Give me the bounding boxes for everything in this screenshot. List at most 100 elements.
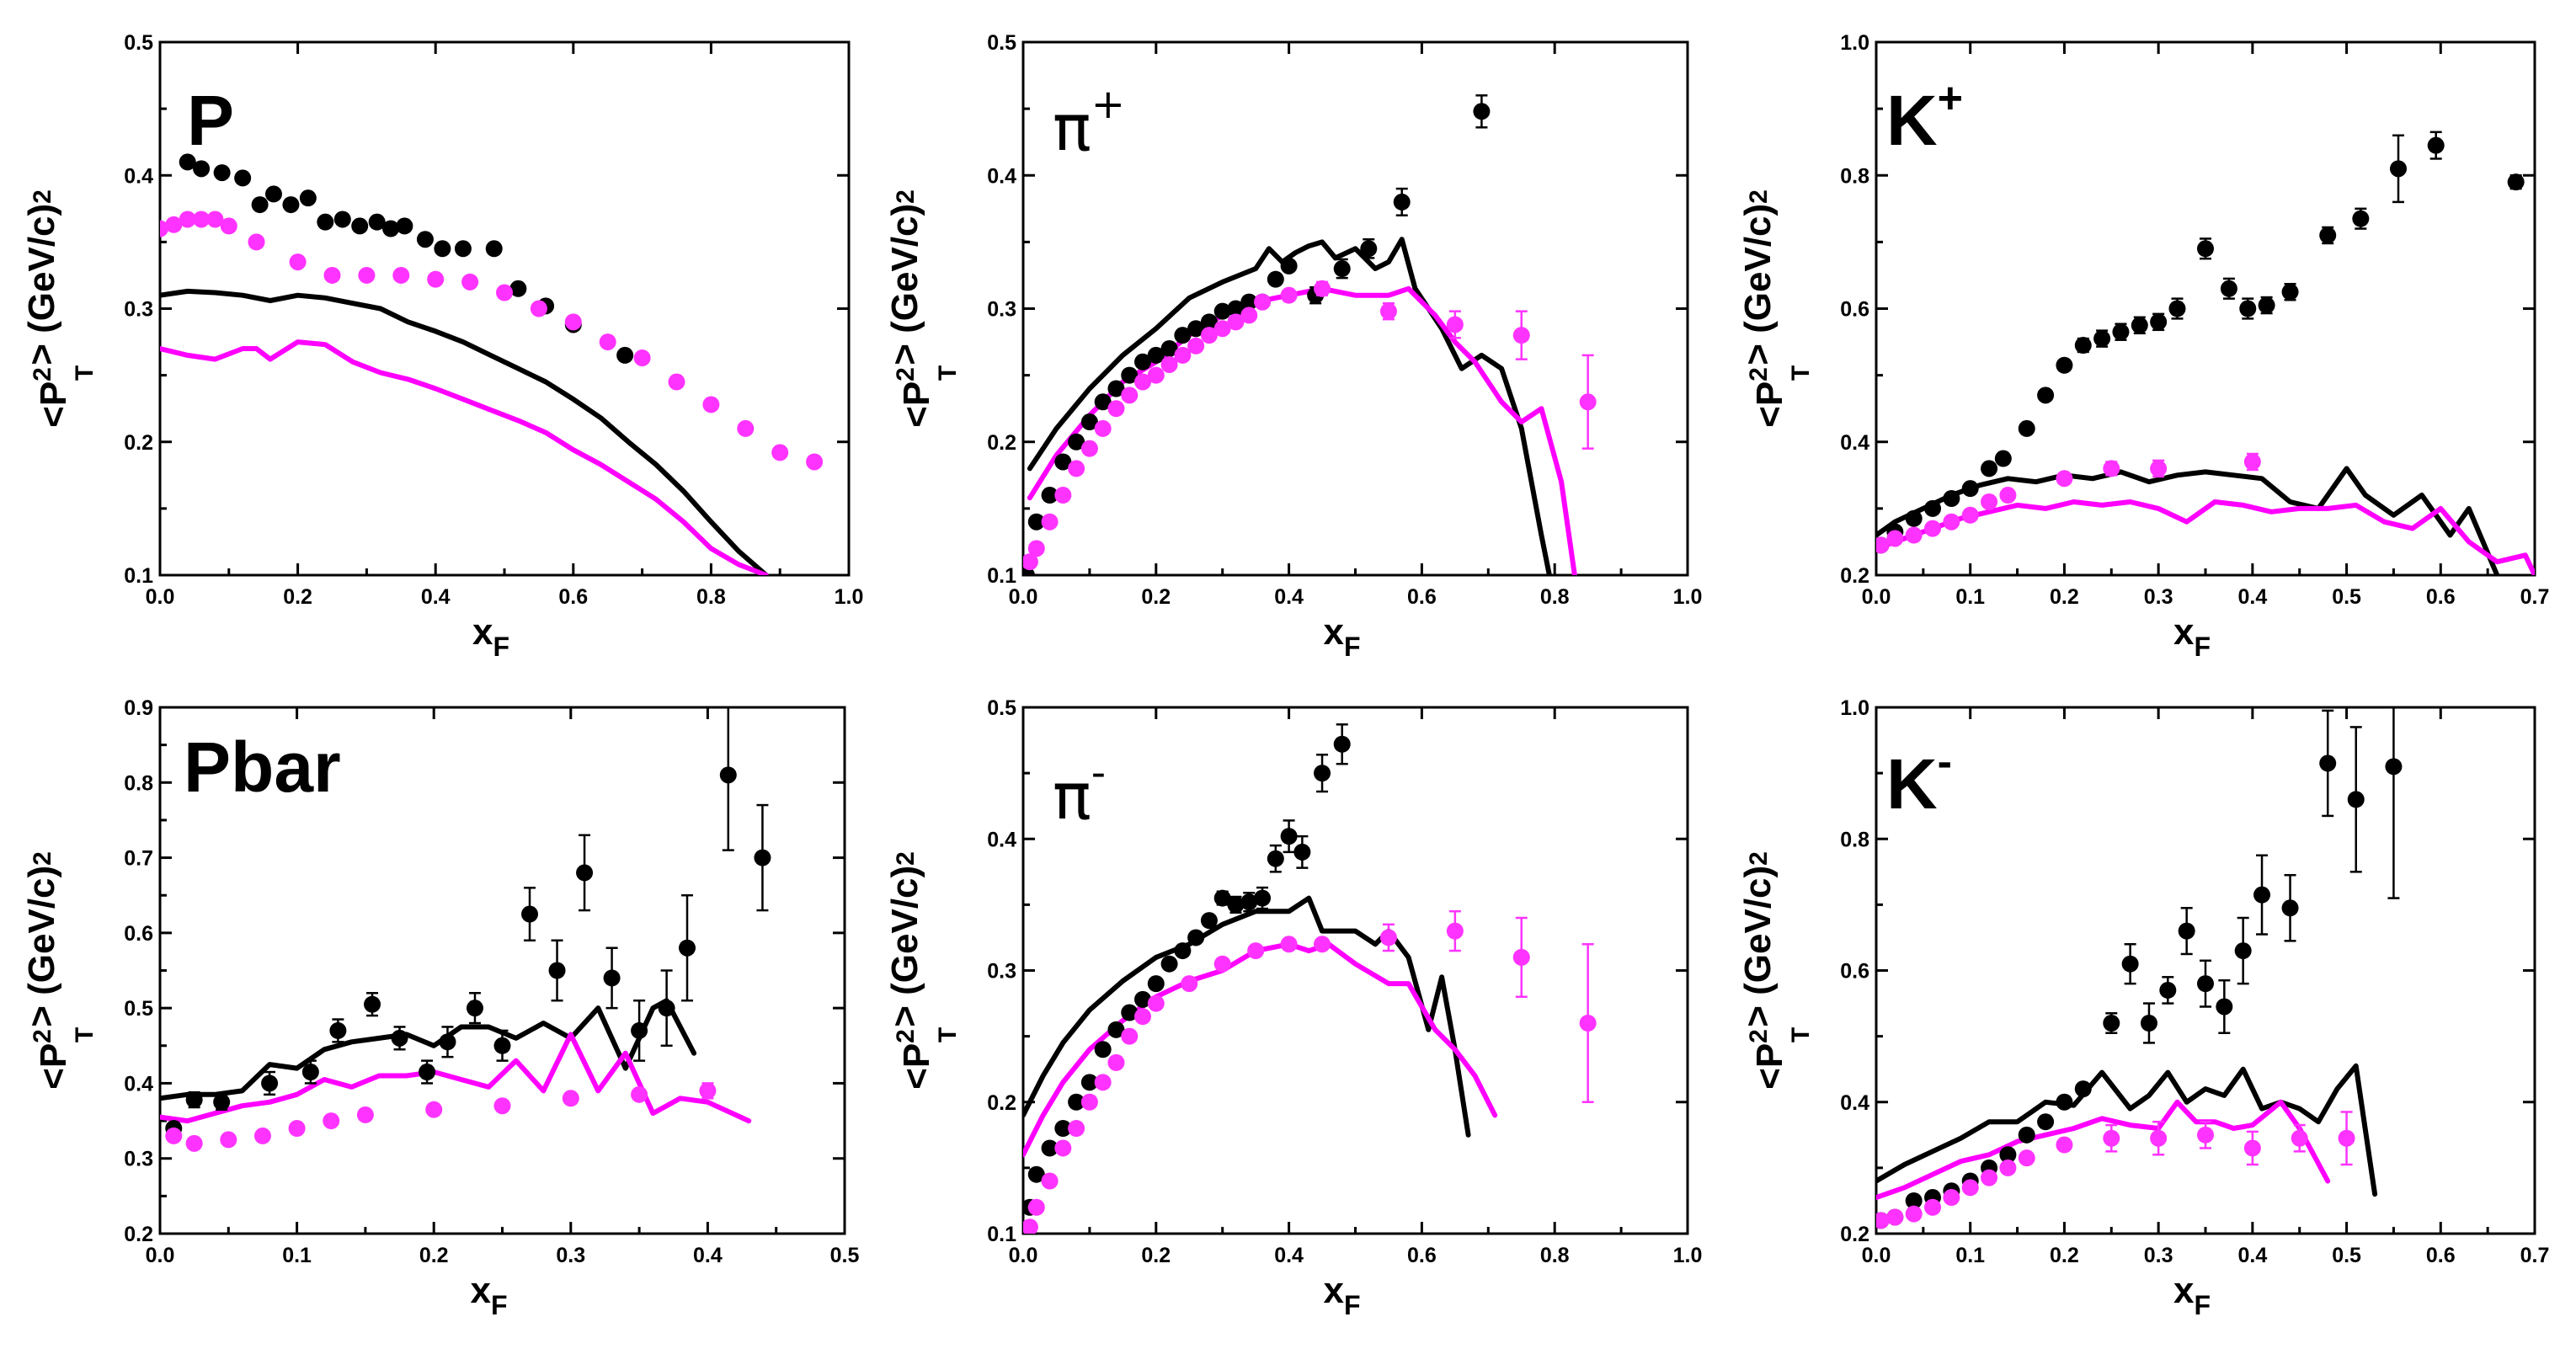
data-point-magenta [1107, 400, 1125, 418]
data-point-magenta [1314, 936, 1331, 953]
y-axis-title-part: T [934, 1027, 962, 1042]
x-tick-label: 0.0 [146, 1244, 175, 1267]
data-point-black [2319, 754, 2337, 772]
y-tick-label: 0.5 [987, 31, 1016, 55]
data-point-black [351, 217, 369, 235]
data-point-black [1293, 843, 1311, 861]
data-point-magenta [1054, 1139, 1072, 1157]
data-point-magenta [1094, 419, 1112, 437]
x-tick-label: 0.4 [2237, 585, 2267, 609]
data-point-black [1393, 193, 1411, 211]
x-axis-title: xF [1323, 611, 1360, 662]
y-tick-label: 0.4 [987, 164, 1016, 188]
x-tick-label: 0.1 [1955, 1244, 1985, 1267]
data-point-magenta [1080, 440, 1098, 457]
x-tick-label: 0.4 [1274, 1244, 1304, 1267]
y-axis-title-part: 2 [892, 189, 920, 204]
x-tick-label: 0.6 [1407, 585, 1437, 609]
data-point-black [1121, 366, 1139, 384]
data-point-black [382, 220, 400, 237]
data-point-black [2197, 975, 2214, 993]
data-point-black [2056, 356, 2073, 374]
y-tick-label: 0.2 [987, 431, 1016, 455]
data-point-magenta [1174, 346, 1192, 364]
y-tick-label: 0.3 [987, 298, 1016, 322]
data-point-black [301, 1064, 319, 1081]
data-point-black [1314, 765, 1331, 782]
x-axis-title-sub: F [493, 632, 509, 662]
data-point-black [2385, 758, 2403, 776]
data-point-magenta [1041, 1172, 1059, 1190]
y-axis-title-part: > (GeV/c) [1737, 866, 1779, 1027]
data-point-black [1254, 889, 1272, 907]
chart-panel-1: 0.0 0.2 0.4 0.6 0.8 1.00.10.20.30.40.5xF<P2 T>… [21, 31, 863, 662]
y-tick-label: 1.0 [1840, 696, 1869, 720]
data-point-magenta [2103, 1129, 2120, 1147]
data-point-magenta [323, 266, 341, 284]
data-point-black [679, 939, 696, 957]
data-point-black [1227, 896, 1245, 914]
data-point-black [2056, 1093, 2073, 1111]
data-point-magenta [427, 270, 445, 288]
y-tick-label: 0.1 [987, 1223, 1016, 1246]
y-tick-label: 0.8 [1840, 164, 1869, 188]
data-point-magenta [1023, 553, 1038, 571]
data-point-black [2112, 323, 2130, 341]
data-point-black [364, 995, 381, 1013]
data-point-magenta [1314, 280, 1331, 297]
data-point-black [466, 1000, 483, 1017]
data-point-magenta [1579, 1015, 1597, 1032]
data-point-magenta [248, 233, 265, 251]
data-point-magenta [179, 211, 196, 228]
data-point-black [2427, 136, 2445, 154]
panel-label-sup: - [1091, 749, 1106, 797]
data-point-black [1333, 735, 1351, 753]
chart-panel-4: 0.0 0.1 0.2 0.3 0.4 0.5 0.2 0.3 0.4 0.5 0.6 0.7 0.8 0… [21, 696, 859, 1320]
data-point-black [2234, 942, 2252, 960]
y-axis-title-part: <P [1749, 381, 1790, 428]
panel-label: K+ [1886, 74, 1963, 160]
y-axis-title-part: > (GeV/c) [21, 204, 62, 365]
x-tick-label: 0.6 [558, 585, 588, 609]
data-point-magenta [1280, 286, 1298, 304]
series-line-black [1023, 895, 1471, 1138]
data-point-black [548, 962, 566, 979]
y-tick-label: 0.4 [124, 1072, 153, 1096]
y-tick-label: 0.7 [124, 847, 153, 871]
data-point-black [1240, 293, 1258, 311]
data-point-black [1068, 433, 1085, 451]
data-point-black [2253, 886, 2271, 904]
data-point-magenta [165, 1127, 183, 1144]
data-point-magenta [1107, 1053, 1125, 1071]
data-point-black [1961, 480, 1979, 498]
x-axis-title-main: x [1323, 611, 1344, 653]
data-point-black [485, 240, 503, 258]
data-point-black [1107, 1021, 1125, 1038]
y-axis-title-part: > (GeV/c) [884, 204, 925, 365]
data-point-black [317, 213, 334, 231]
data-point-magenta [2338, 1129, 2355, 1147]
data-point-magenta [289, 253, 307, 271]
data-point-black [1227, 300, 1245, 317]
data-point-black [2352, 210, 2370, 227]
data-point-magenta [2197, 1126, 2214, 1144]
data-point-black [1094, 1041, 1112, 1058]
x-tick-label: 0.0 [1009, 585, 1038, 609]
data-point-black [1041, 1139, 1059, 1157]
series-line-magenta [1876, 1099, 2331, 1200]
data-point-black [509, 280, 527, 297]
data-point-black [1280, 828, 1298, 845]
data-point-black [1213, 302, 1231, 320]
y-tick-label: 0.4 [124, 164, 153, 188]
series-line-magenta [1027, 285, 1577, 575]
data-point-magenta [2056, 1136, 2073, 1154]
data-point-magenta [1227, 313, 1245, 331]
y-axis-title-part: 2 [29, 367, 56, 381]
data-point-magenta [392, 266, 410, 284]
data-point-black [1999, 1146, 2017, 1164]
panel-label-sup: - [1938, 738, 1952, 786]
y-axis-title-part: 2 [892, 1029, 920, 1043]
data-point-magenta [1876, 536, 1890, 554]
data-point-black [1080, 413, 1098, 431]
data-point-magenta [2291, 1129, 2308, 1147]
